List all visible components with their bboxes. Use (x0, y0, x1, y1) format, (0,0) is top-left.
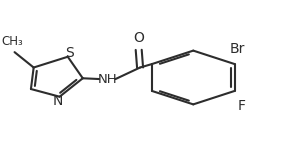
Text: F: F (237, 99, 245, 113)
Text: O: O (133, 31, 144, 45)
Text: Br: Br (230, 42, 245, 56)
Text: S: S (65, 46, 74, 60)
Text: NH: NH (97, 73, 117, 86)
Text: CH₃: CH₃ (1, 35, 23, 48)
Text: N: N (52, 94, 62, 108)
